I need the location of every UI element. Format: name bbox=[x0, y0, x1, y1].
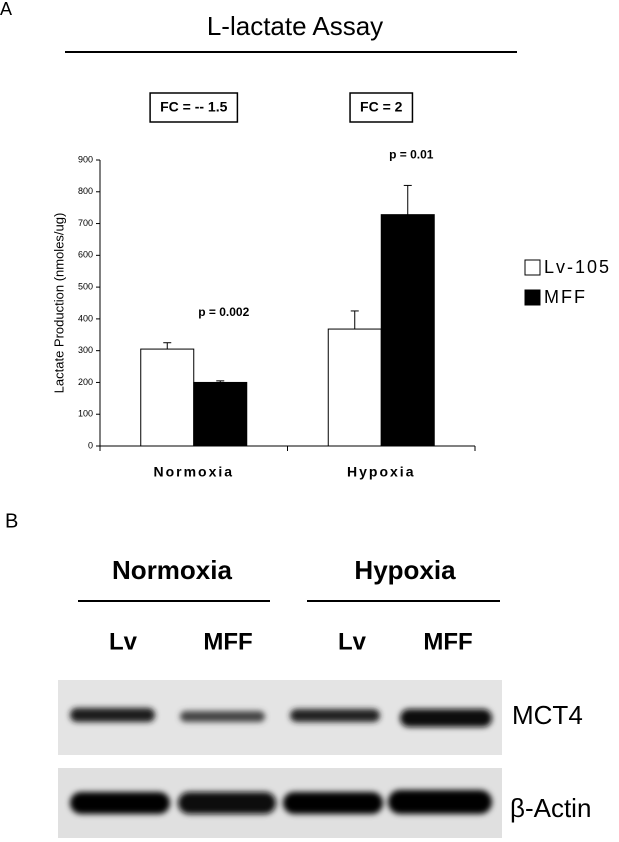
y-tick-label: 600 bbox=[78, 250, 93, 260]
bar bbox=[140, 348, 195, 447]
protein-label: MCT4 bbox=[512, 700, 583, 730]
y-tick-label: 300 bbox=[78, 345, 93, 355]
legend-swatch bbox=[524, 259, 541, 276]
bar bbox=[380, 214, 435, 447]
legend-label: Lv-105 bbox=[544, 257, 611, 277]
lane-label: Lv bbox=[338, 628, 367, 655]
x-tick-label: Hypoxia bbox=[347, 464, 415, 480]
fold-change-box bbox=[349, 92, 414, 123]
y-tick-label: 200 bbox=[78, 377, 93, 387]
blot-mct4 bbox=[58, 680, 502, 755]
fold-change: FC = 2 bbox=[360, 99, 403, 115]
panel-label: B bbox=[5, 510, 18, 532]
legend-label: MFF bbox=[544, 287, 587, 307]
y-tick-label: 400 bbox=[78, 313, 93, 323]
lane-label: Lv bbox=[109, 628, 138, 655]
y-tick-label: 0 bbox=[88, 440, 93, 450]
p-value: p = 0.002 bbox=[198, 305, 249, 319]
lane-label: MFF bbox=[203, 628, 252, 655]
y-tick-label: 900 bbox=[78, 154, 93, 164]
y-axis-label: Lactate Production (nmoles/ug) bbox=[51, 213, 66, 394]
chart-title: L-lactate Assay bbox=[207, 11, 383, 41]
blot-actin bbox=[58, 768, 502, 838]
fold-change-box bbox=[149, 92, 239, 123]
y-tick-label: 800 bbox=[78, 186, 93, 196]
bar bbox=[327, 328, 382, 447]
x-tick-label: Normoxia bbox=[153, 464, 234, 480]
y-tick-label: 500 bbox=[78, 281, 93, 291]
fold-change: FC = -- 1.5 bbox=[160, 99, 228, 115]
y-tick-label: 100 bbox=[78, 409, 93, 419]
panel-label: A bbox=[0, 0, 12, 19]
lane-label: MFF bbox=[423, 628, 472, 655]
y-tick-label: 700 bbox=[78, 218, 93, 228]
protein-label: β-Actin bbox=[510, 793, 591, 823]
condition-label: Normoxia bbox=[112, 555, 232, 585]
legend-swatch bbox=[524, 289, 541, 306]
bar bbox=[193, 381, 248, 447]
p-value: p = 0.01 bbox=[389, 148, 434, 162]
condition-label: Hypoxia bbox=[354, 555, 456, 585]
